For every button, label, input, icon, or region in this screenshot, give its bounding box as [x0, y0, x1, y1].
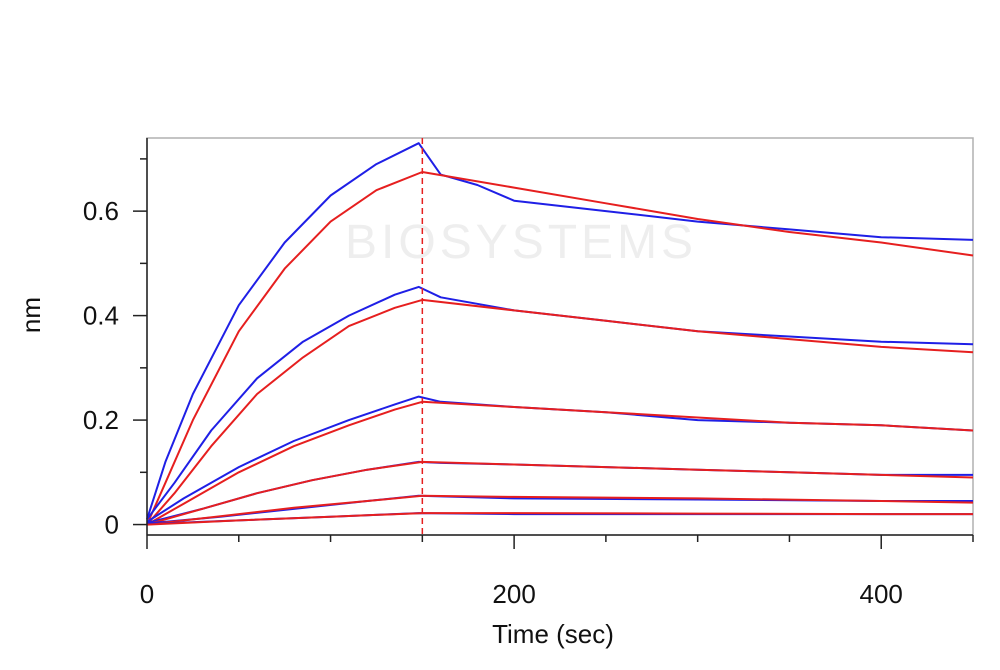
series-measured-1	[146, 142, 974, 520]
y-tick-label: 0	[105, 510, 119, 540]
x-tick-label: 0	[140, 579, 154, 609]
y-axis: 0 0.2 0.4 0.6	[83, 138, 148, 540]
series-fit-4	[146, 460, 974, 526]
y-axis-label: nm	[16, 297, 46, 333]
series-fit-5	[146, 494, 974, 526]
series-fit-2	[146, 298, 974, 526]
x-axis: 0 200 400	[140, 534, 974, 609]
x-tick-label: 200	[492, 579, 535, 609]
x-tick-label: 400	[860, 579, 903, 609]
watermark-text: BIOSYSTEMS	[345, 216, 697, 269]
y-tick-label: 0.6	[83, 196, 119, 226]
watermark: BIOSYSTEMS	[345, 216, 697, 269]
series-layer	[146, 142, 974, 526]
series-fit-1	[146, 171, 974, 526]
series-measured-2	[146, 285, 974, 520]
series-measured-3	[146, 395, 974, 523]
series-fit-3	[146, 400, 974, 526]
y-tick-label: 0.4	[83, 301, 119, 331]
x-axis-label: Time (sec)	[492, 619, 614, 649]
series-fit-6	[146, 512, 973, 526]
plot-frame	[146, 137, 974, 536]
y-tick-label: 0.2	[83, 405, 119, 435]
